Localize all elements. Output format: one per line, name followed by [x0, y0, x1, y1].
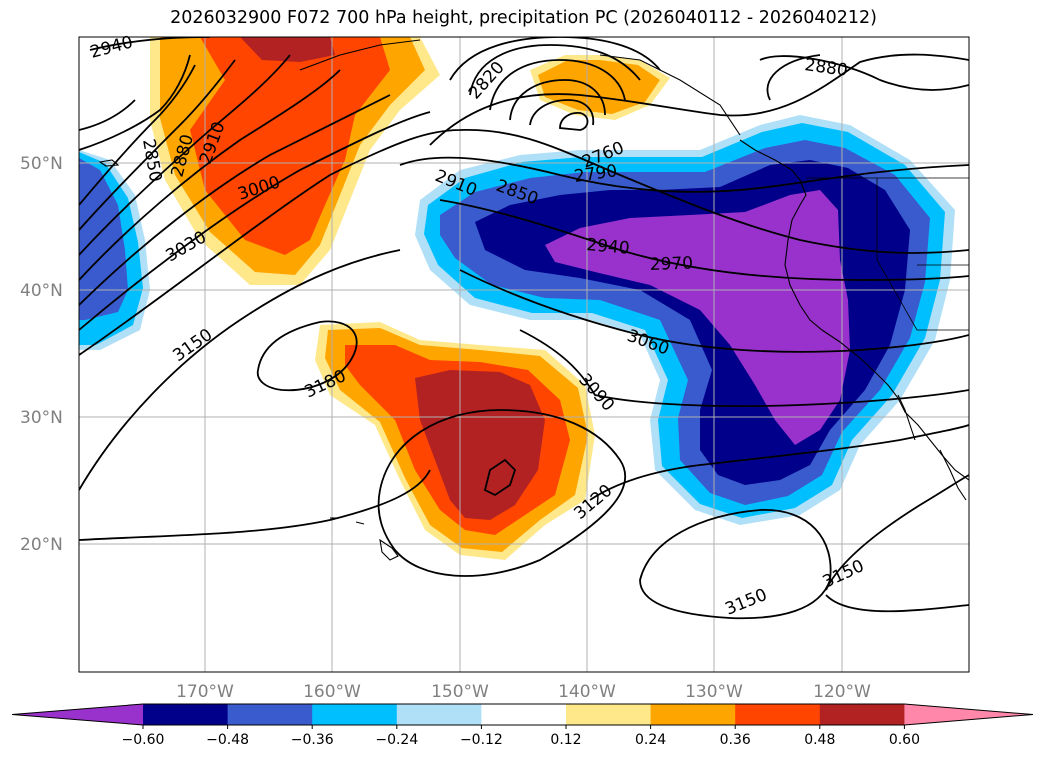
colorbar-extend-low: [12, 704, 143, 725]
lat-label: 50°N: [20, 154, 63, 174]
colorbar-extend-high: [904, 704, 1033, 725]
colorbar-swatch: [143, 704, 229, 725]
coastlines: [98, 39, 969, 561]
colorbar-tick-label: 0.36: [720, 732, 751, 748]
colorbar-tick-label: 0.12: [550, 732, 581, 748]
colorbar-tick-label: 0.60: [889, 732, 920, 748]
colorbar-swatch: [396, 704, 482, 725]
lon-label: 130°W: [685, 682, 743, 702]
contour-label: 2940: [586, 235, 631, 259]
lon-label: 120°W: [813, 682, 871, 702]
colorbar-tick-label: −0.12: [460, 732, 503, 748]
colorbar-tick-label: 0.48: [804, 732, 835, 748]
height-contours: [79, 37, 969, 620]
colorbar-tick-label: −0.48: [206, 732, 249, 748]
map-frame: [78, 36, 970, 673]
lon-label: 170°W: [176, 682, 234, 702]
colorbar-swatch: [481, 704, 567, 725]
colorbar-tick-label: −0.24: [375, 732, 418, 748]
colorbar-tick-label: −0.36: [291, 732, 334, 748]
map-title: 2026032900 F072 700 hPa height, precipit…: [170, 8, 877, 28]
colorbar-swatch: [312, 704, 398, 725]
colorbar-swatch: [819, 704, 905, 725]
lat-label: 40°N: [20, 281, 63, 301]
colorbar-swatch: [650, 704, 736, 725]
lon-label: 140°W: [558, 682, 616, 702]
colorbar: −0.60 −0.48 −0.36 −0.24 −0.12 0.12 0.24 0.36 0.4…: [11, 703, 1034, 748]
lat-label: 20°N: [20, 535, 63, 555]
colorbar-tick-label: 0.24: [635, 732, 666, 748]
colorbar-swatch: [227, 704, 313, 725]
precip-shading: [79, 37, 955, 560]
contour-label: 2970: [649, 253, 693, 274]
lon-label: 150°W: [431, 682, 489, 702]
north-america-coast: [739, 139, 969, 481]
graticule: [79, 37, 969, 672]
colorbar-swatch: [566, 704, 652, 725]
lon-label: 160°W: [303, 682, 361, 702]
colorbar-swatch: [735, 704, 821, 725]
lat-label: 30°N: [20, 408, 63, 428]
colorbar-tick-label: −0.60: [122, 732, 165, 748]
